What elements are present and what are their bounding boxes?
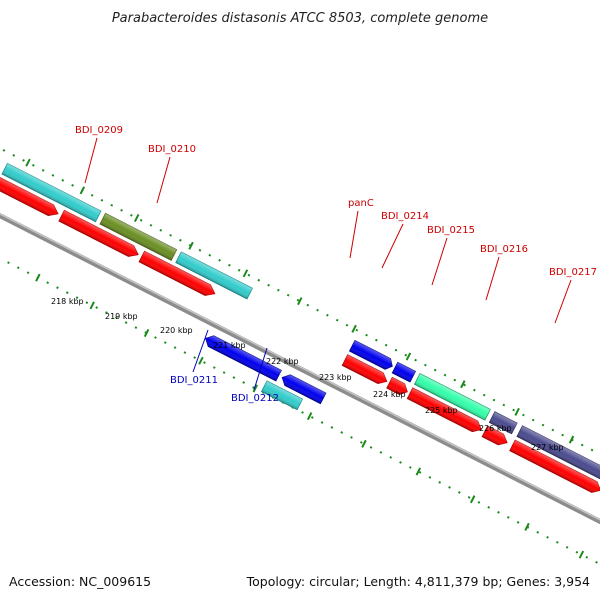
callout-bdi-0209 — [84, 137, 98, 184]
tick-mark — [297, 297, 303, 306]
gene-label-bdi-0210[interactable]: BDI_0210 — [148, 144, 196, 155]
tick-mark — [415, 467, 422, 476]
feature-shade — [414, 373, 491, 421]
tick-label-220: 220 kbp — [160, 326, 193, 335]
callout-bdi-0215 — [431, 237, 448, 286]
tick-mark — [252, 384, 258, 393]
forward-dotted-ring — [2, 149, 600, 487]
tick-mark — [89, 301, 95, 310]
feature-shade — [1, 163, 101, 222]
tick-mark — [405, 352, 412, 361]
accession-text: Accession: NC_009615 — [9, 574, 151, 589]
tick-mark — [578, 550, 585, 559]
gene-label-bdi-0216[interactable]: BDI_0216 — [480, 244, 528, 255]
gene-label-pan-c[interactable]: panC — [348, 198, 374, 209]
tick-label-225: 225 kbp — [425, 406, 458, 415]
callout-bdi-0214 — [381, 223, 404, 269]
callout-bdi-0210 — [156, 156, 171, 204]
tick-mark — [79, 186, 86, 195]
callout-lines — [84, 137, 572, 391]
inner-tick-marks — [35, 273, 585, 559]
tick-mark — [469, 495, 476, 504]
tick-label-226: 226 kbp — [479, 424, 512, 433]
feature-shade — [282, 374, 326, 404]
tick-mark — [143, 329, 150, 338]
tick-mark — [306, 412, 313, 421]
backbone-highlight — [0, 192, 600, 539]
tick-label-223: 223 kbp — [319, 373, 352, 382]
tick-label-222: 222 kbp — [266, 357, 299, 366]
feature-shade — [489, 411, 518, 434]
feature-shade — [99, 213, 177, 261]
callout-bdi-0217 — [554, 279, 572, 324]
feature-shade — [516, 425, 600, 488]
tick-mark — [134, 214, 140, 223]
scale-labels: 218 kbp 219 kbp 220 kbp 221 kbp 222 kbp … — [51, 297, 564, 452]
cds-arrow-shading — [0, 177, 600, 493]
gene-labels: BDI_0209 BDI_0210 panC BDI_0214 BDI_0215… — [75, 125, 597, 404]
outer-tick-marks — [25, 158, 575, 444]
gene-label-bdi-0212[interactable]: BDI_0212 — [231, 393, 279, 404]
gene-label-bdi-0209[interactable]: BDI_0209 — [75, 125, 123, 136]
tick-mark — [242, 269, 249, 278]
map-title: Parabacteroides distasonis ATCC 8503, co… — [112, 11, 488, 26]
gene-label-bdi-0214[interactable]: BDI_0214 — [381, 211, 429, 222]
tick-mark — [460, 380, 466, 389]
feature-shade — [175, 251, 253, 299]
topology-text: Topology: circular; Length: 4,811,379 bp… — [246, 574, 590, 589]
tick-mark — [198, 356, 204, 365]
tick-mark — [188, 241, 194, 250]
tick-mark — [568, 435, 575, 444]
feature-shade — [205, 335, 282, 381]
tick-label-227: 227 kbp — [531, 443, 564, 452]
tick-mark — [514, 407, 520, 416]
feature-shade — [261, 380, 303, 410]
tick-label-224: 224 kbp — [373, 390, 406, 399]
callout-bdi-0211 — [192, 329, 209, 373]
feature-shade — [392, 362, 416, 383]
genome-track-group — [0, 149, 600, 575]
tick-label-219: 219 kbp — [105, 312, 138, 321]
tick-mark — [524, 522, 530, 531]
tick-mark — [361, 439, 367, 448]
tick-label-218: 218 kbp — [51, 297, 84, 306]
genome-backbone — [0, 192, 600, 542]
callout-pan-c — [349, 210, 359, 259]
tick-label-221: 221 kbp — [213, 341, 246, 350]
gene-label-bdi-0211[interactable]: BDI_0211 — [170, 375, 218, 386]
tick-mark — [351, 324, 357, 333]
reverse-dotted-ring — [0, 236, 600, 575]
callout-bdi-0212 — [253, 347, 268, 391]
callout-bdi-0216 — [485, 256, 500, 301]
gene-label-bdi-0215[interactable]: BDI_0215 — [427, 225, 475, 236]
feature-shade — [349, 340, 393, 370]
gene-label-bdi-0217[interactable]: BDI_0217 — [549, 267, 597, 278]
tick-mark — [35, 273, 41, 282]
tick-mark — [25, 158, 31, 167]
